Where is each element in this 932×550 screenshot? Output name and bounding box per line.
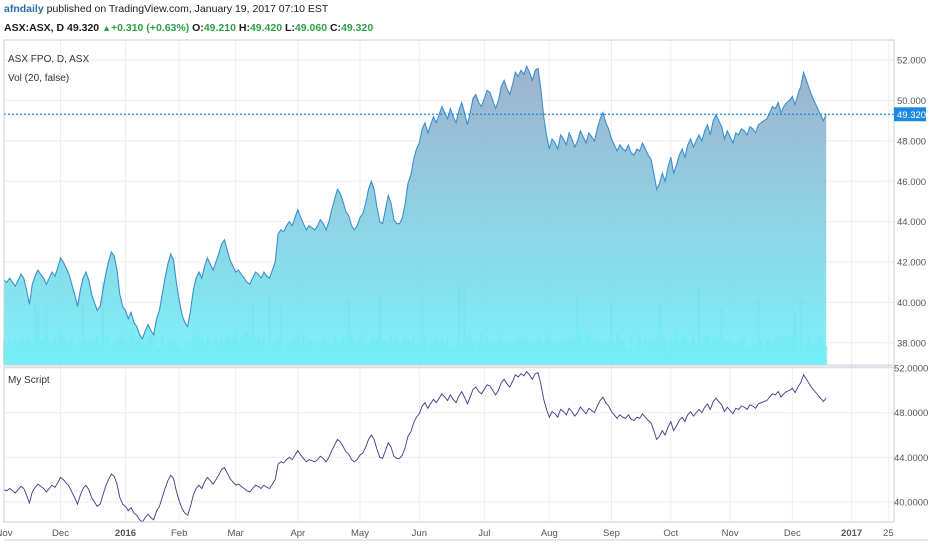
script-tick-label: 44.0000 xyxy=(894,453,928,464)
price-tick-label: 40.000 xyxy=(897,298,926,309)
script-tick-label: 40.0000 xyxy=(894,497,928,508)
main-pane-title: ASX FPO, D, ASX xyxy=(8,54,90,65)
time-tick-label: Nov xyxy=(722,528,739,539)
script-pane-frame xyxy=(3,366,895,523)
script-tick-label: 48.0000 xyxy=(894,408,928,419)
publish-text: published on TradingView.com, January 19… xyxy=(46,3,329,15)
time-tick-label: Jun xyxy=(412,528,427,539)
open-value: 49.210 xyxy=(203,22,236,34)
high-label: H: xyxy=(238,22,250,34)
time-tick-label: Mar xyxy=(227,528,243,539)
time-tick-label: Jul xyxy=(478,528,490,539)
change-value: +0.310 (+0.63%) xyxy=(110,22,190,34)
script-pane-title[interactable]: My Script xyxy=(8,375,50,386)
price-tick-label: 42.000 xyxy=(897,258,926,269)
publish-info: afndaily published on TradingView.com, J… xyxy=(4,3,328,15)
high-value: 49.420 xyxy=(249,22,283,34)
time-tick-label: 2017 xyxy=(841,528,862,539)
close-label: C: xyxy=(329,22,342,34)
time-tick-label: Feb xyxy=(171,528,187,539)
time-tick-label: Oct xyxy=(663,528,678,539)
time-tick-label: Aug xyxy=(541,528,558,539)
price-tick-label: 48.000 xyxy=(897,136,926,147)
up-arrow-icon: ▲ xyxy=(102,23,111,33)
main-pane-frame xyxy=(3,39,895,366)
ohlc-legend: ASX:ASX, D 49.320 ▲+0.310 (+0.63%) O:49.… xyxy=(4,22,373,34)
price-area xyxy=(4,66,827,365)
time-tick-label: May xyxy=(351,528,369,539)
time-tick-label: Sep xyxy=(603,528,620,539)
price-tick-label: 50.000 xyxy=(897,96,926,107)
pane-frames xyxy=(3,39,928,541)
close-value: 49.320 xyxy=(341,22,374,34)
author-link[interactable]: afndaily xyxy=(4,3,44,15)
price-tick-label: 46.000 xyxy=(897,177,926,188)
last-price-tag: 49.320 xyxy=(894,107,926,122)
time-tick-label: Apr xyxy=(290,528,305,539)
time-axis[interactable]: Nov Dec 2016 Feb Mar Apr May Jun Jul Aug Sep Oct Nov… xyxy=(0,528,894,539)
script-line xyxy=(3,370,827,523)
price-tick-label: 44.000 xyxy=(897,217,926,228)
time-tick-label: Dec xyxy=(52,528,69,539)
script-axis[interactable]: 40.0000 44.0000 48.0000 52.0000 xyxy=(894,364,928,509)
symbol-label: ASX:ASX, D xyxy=(4,22,65,34)
time-tick-label: 25 xyxy=(883,528,894,539)
price-tick-label: 52.000 xyxy=(897,56,926,67)
price-line xyxy=(3,64,827,341)
low-label: L: xyxy=(285,22,295,34)
last-price-tag-bg xyxy=(894,107,926,122)
time-tick-label: 2016 xyxy=(115,528,136,539)
time-tick-label: Nov xyxy=(0,528,13,539)
last-price-tag-label: 49.320 xyxy=(897,110,926,121)
script-tick-label: 52.0000 xyxy=(894,364,928,375)
price-tick-label: 38.000 xyxy=(897,338,926,349)
open-label: O: xyxy=(192,22,204,34)
price-axis[interactable]: 38.000 40.000 42.000 44.000 46.000 48.000 50.0… xyxy=(897,56,926,350)
time-tick-label: Dec xyxy=(784,528,801,539)
low-value: 49.060 xyxy=(294,22,328,34)
volume-indicator-label[interactable]: Vol (20, false) xyxy=(8,73,70,84)
last-value: 49.320 xyxy=(67,22,100,34)
